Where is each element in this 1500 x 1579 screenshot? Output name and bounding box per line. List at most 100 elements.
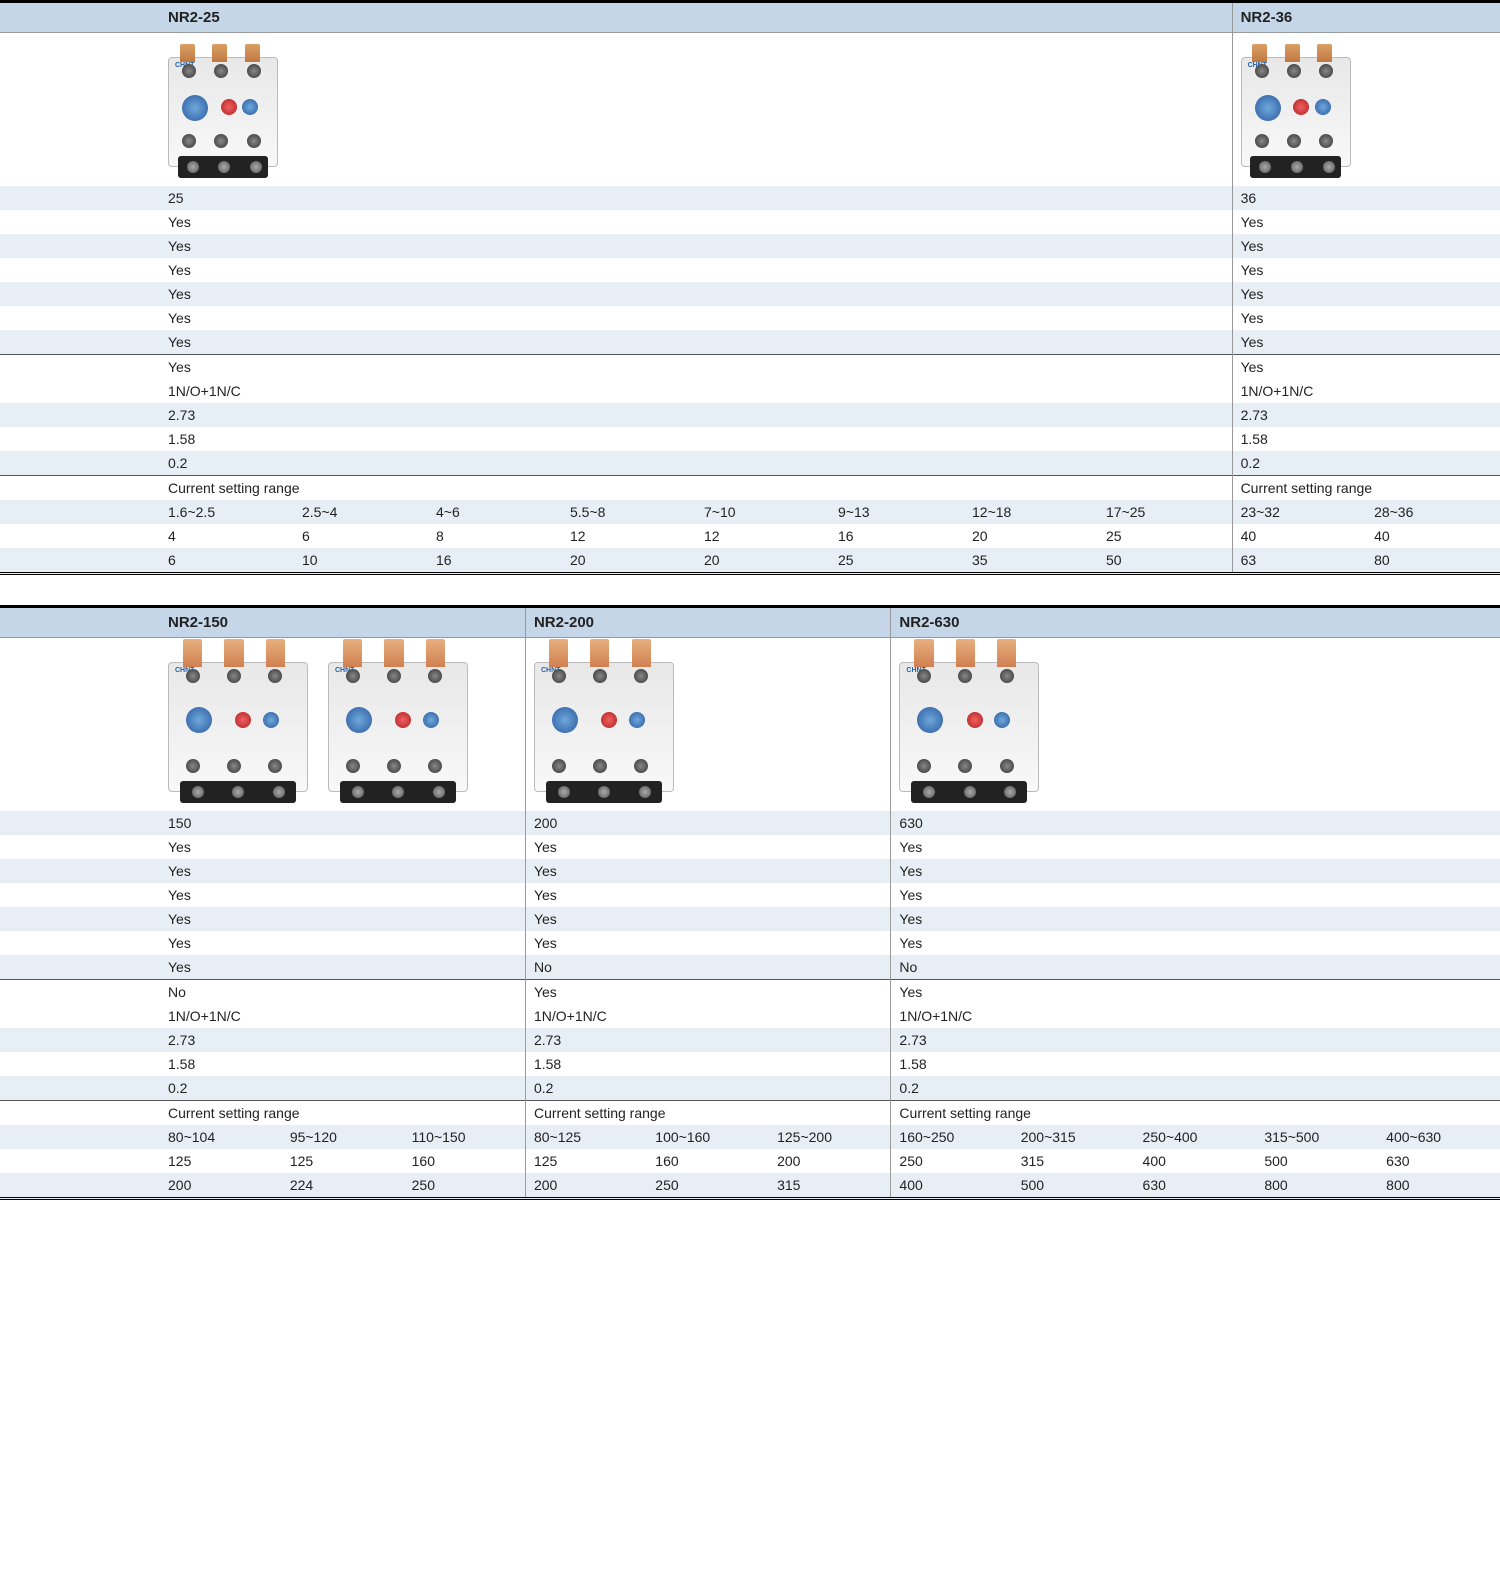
product-header: NR2-36 (1232, 2, 1500, 33)
csr-cell: 500 (1013, 1173, 1135, 1199)
image-row: CHNTCHNT (0, 33, 1500, 187)
spec-cell: Yes (1232, 234, 1500, 258)
csr-cell: 315 (769, 1173, 891, 1199)
product-header: NR2-150 (160, 607, 525, 638)
csr-cell: 100~160 (647, 1125, 769, 1149)
spec-cell: 630 (891, 811, 1500, 835)
spec-cell: 1N/O+1N/C (160, 1004, 525, 1028)
spec-cell: 36 (1232, 186, 1500, 210)
header-row: NR2-150 NR2-200 NR2-630 (0, 607, 1500, 638)
spec-cell: Yes (160, 907, 525, 931)
spec-row: 150200630 (0, 811, 1500, 835)
spec-cell: Yes (160, 306, 1232, 330)
csr-cell: 250 (404, 1173, 526, 1199)
csr-cell: 630 (1135, 1173, 1257, 1199)
spec-cell: 0.2 (891, 1076, 1500, 1101)
product-header: NR2-630 (891, 607, 1500, 638)
product-name: NR2-36 (1241, 9, 1293, 26)
spec-cell: 1.58 (160, 1052, 525, 1076)
spec-row: YesYesYes (0, 907, 1500, 931)
csr-cell: 20 (562, 548, 696, 574)
spec-table-2: NR2-150NR2-200NR2-630CHNTCHNTCHNTCHNT150… (0, 605, 1500, 1200)
csr-cell: 200~315 (1013, 1125, 1135, 1149)
spec-cell: No (160, 980, 525, 1005)
product-header: NR2-25 (160, 2, 1232, 33)
spec-cell: Yes (160, 859, 525, 883)
spec-cell: 1.58 (891, 1052, 1500, 1076)
csr-cell: 9~13 (830, 500, 964, 524)
csr-cell: 4 (160, 524, 294, 548)
spec-cell: 1N/O+1N/C (525, 1004, 890, 1028)
csr-cell: 63 (1232, 548, 1366, 574)
csr-cell: 224 (282, 1173, 404, 1199)
spec-cell: 2.73 (525, 1028, 890, 1052)
spec-row: YesYes (0, 234, 1500, 258)
spec-row: YesYesYes (0, 883, 1500, 907)
csr-cell: 6 (294, 524, 428, 548)
spec-row: YesYes (0, 210, 1500, 234)
image-row: CHNTCHNTCHNTCHNT (0, 638, 1500, 812)
spec-cell: No (891, 955, 1500, 980)
csr-cell: 4~6 (428, 500, 562, 524)
header-row: NR2-25 NR2-36 (0, 2, 1500, 33)
csr-cell: 40 (1366, 524, 1500, 548)
spec-cell: Yes (525, 883, 890, 907)
spec-cell: Yes (160, 835, 525, 859)
spec-cell: 0.2 (160, 1076, 525, 1101)
csr-cell: 160 (647, 1149, 769, 1173)
spec-cell: 0.2 (160, 451, 1232, 476)
csr-row3: 200224250200250315400500630800800 (0, 1173, 1500, 1199)
spec-cell: 25 (160, 186, 1232, 210)
csr-cell: 315~500 (1256, 1125, 1378, 1149)
spec-cell: Yes (160, 355, 1232, 380)
spec-cell: 1.58 (525, 1052, 890, 1076)
csr-ranges-row: 1.6~2.52.5~44~65.5~87~109~1312~1817~2523… (0, 500, 1500, 524)
spec-cell: Yes (160, 258, 1232, 282)
spec-cell: 0.2 (1232, 451, 1500, 476)
spec-cell: 200 (525, 811, 890, 835)
spec-cell: Yes (160, 931, 525, 955)
spec-cell: Yes (525, 907, 890, 931)
csr-cell: 16 (830, 524, 964, 548)
csr-cell: 250~400 (1135, 1125, 1257, 1149)
spec-row: YesNoNo (0, 955, 1500, 980)
spec-cell: Yes (1232, 282, 1500, 306)
csr-cell: 10 (294, 548, 428, 574)
spec-cell: Yes (525, 931, 890, 955)
csr-cell: 1.6~2.5 (160, 500, 294, 524)
csr-cell: 80 (1366, 548, 1500, 574)
spec-row: 0.20.20.2 (0, 1076, 1500, 1101)
spec-cell: 1.58 (160, 427, 1232, 451)
spec-row: YesYes (0, 282, 1500, 306)
product-image: CHNT (328, 648, 468, 798)
spec-cell: 1N/O+1N/C (160, 379, 1232, 403)
spec-row: YesYes (0, 355, 1500, 380)
csr-row2: 125125160125160200250315400500630 (0, 1149, 1500, 1173)
csr-cell: 25 (1098, 524, 1232, 548)
spec-cell: No (525, 955, 890, 980)
spec-cell: Yes (1232, 306, 1500, 330)
csr-cell: 35 (964, 548, 1098, 574)
csr-cell: 2.5~4 (294, 500, 428, 524)
spec-cell: 2.73 (160, 403, 1232, 427)
product-name: NR2-630 (899, 614, 959, 631)
csr-label: Current setting range (1232, 476, 1500, 501)
csr-label: Current setting range (160, 476, 1232, 501)
spec-cell: Yes (160, 883, 525, 907)
csr-cell: 80~104 (160, 1125, 282, 1149)
product-image: CHNT (899, 648, 1039, 798)
spec-row: YesYesYes (0, 859, 1500, 883)
product-header: NR2-200 (525, 607, 890, 638)
product-name: NR2-200 (534, 614, 594, 631)
spec-cell: Yes (525, 859, 890, 883)
csr-ranges-row: 80~10495~120110~15080~125100~160125~2001… (0, 1125, 1500, 1149)
spec-cell: Yes (160, 210, 1232, 234)
csr-cell: 125~200 (769, 1125, 891, 1149)
csr-cell: 400 (1135, 1149, 1257, 1173)
csr-cell: 315 (1013, 1149, 1135, 1173)
spec-cell: Yes (160, 955, 525, 980)
spec-cell: 1N/O+1N/C (1232, 379, 1500, 403)
csr-cell: 6 (160, 548, 294, 574)
spec-cell: Yes (525, 835, 890, 859)
csr-cell: 12 (696, 524, 830, 548)
